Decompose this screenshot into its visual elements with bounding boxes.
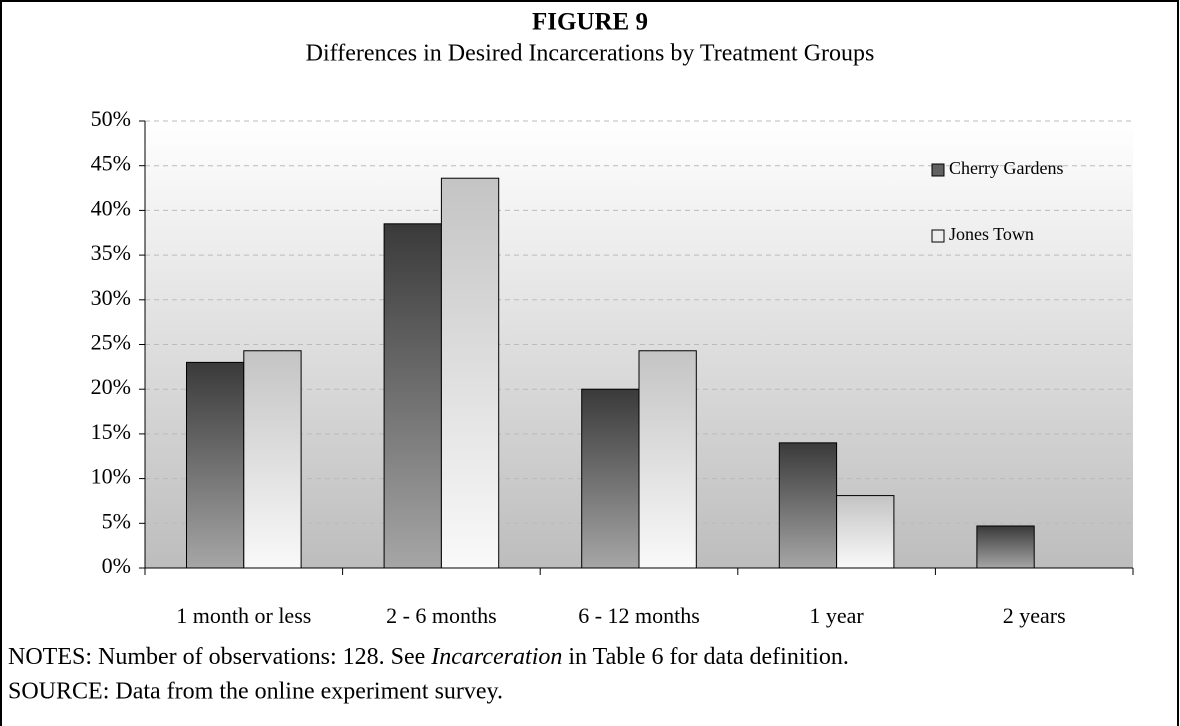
notes: NOTES: Number of observations: 128. See … [8,644,849,670]
bar [581,388,640,569]
x-tick-label: 1 year [809,603,864,628]
x-tick-label: 2 years [1003,603,1066,628]
notes-term: Incarceration [430,644,562,670]
y-tick-label: 30% [91,285,131,310]
x-tick-label: 6 - 12 months [578,603,700,628]
source: SOURCE: Data from the online experiment … [8,679,503,705]
legend-label: Jones Town [949,224,1034,244]
legend-label: Cherry Gardens [949,158,1063,178]
bar [185,361,245,569]
y-tick-label: 35% [91,240,131,265]
y-tick-label: 15% [91,419,131,444]
notes-text: NOTES: Number of observations: 128. See [8,644,431,670]
y-tick-label: 50% [91,106,131,131]
bar [440,177,500,569]
chart-subtitle: Differences in Desired Incarcerations by… [306,41,875,67]
legend-swatch [931,229,945,243]
bar [778,442,838,569]
bar [383,223,442,569]
y-tick-label: 25% [91,330,131,355]
bar [243,350,302,569]
y-tick-label: 45% [91,151,131,176]
notes-text: in Table 6 for data definition. [562,644,848,670]
x-tick-label: 2 - 6 months [386,603,497,628]
bar [976,525,1035,569]
legend-swatch [931,163,945,177]
bar [836,495,895,569]
y-tick-label: 10% [91,464,131,489]
y-tick-label: 40% [91,195,131,220]
y-tick-label: 5% [102,508,131,533]
x-tick-label: 1 month or less [176,603,311,628]
y-tick-label: 20% [91,374,131,399]
y-tick-label: 0% [102,553,131,578]
chart-title: FIGURE 9 [532,9,648,36]
bar [638,350,697,569]
